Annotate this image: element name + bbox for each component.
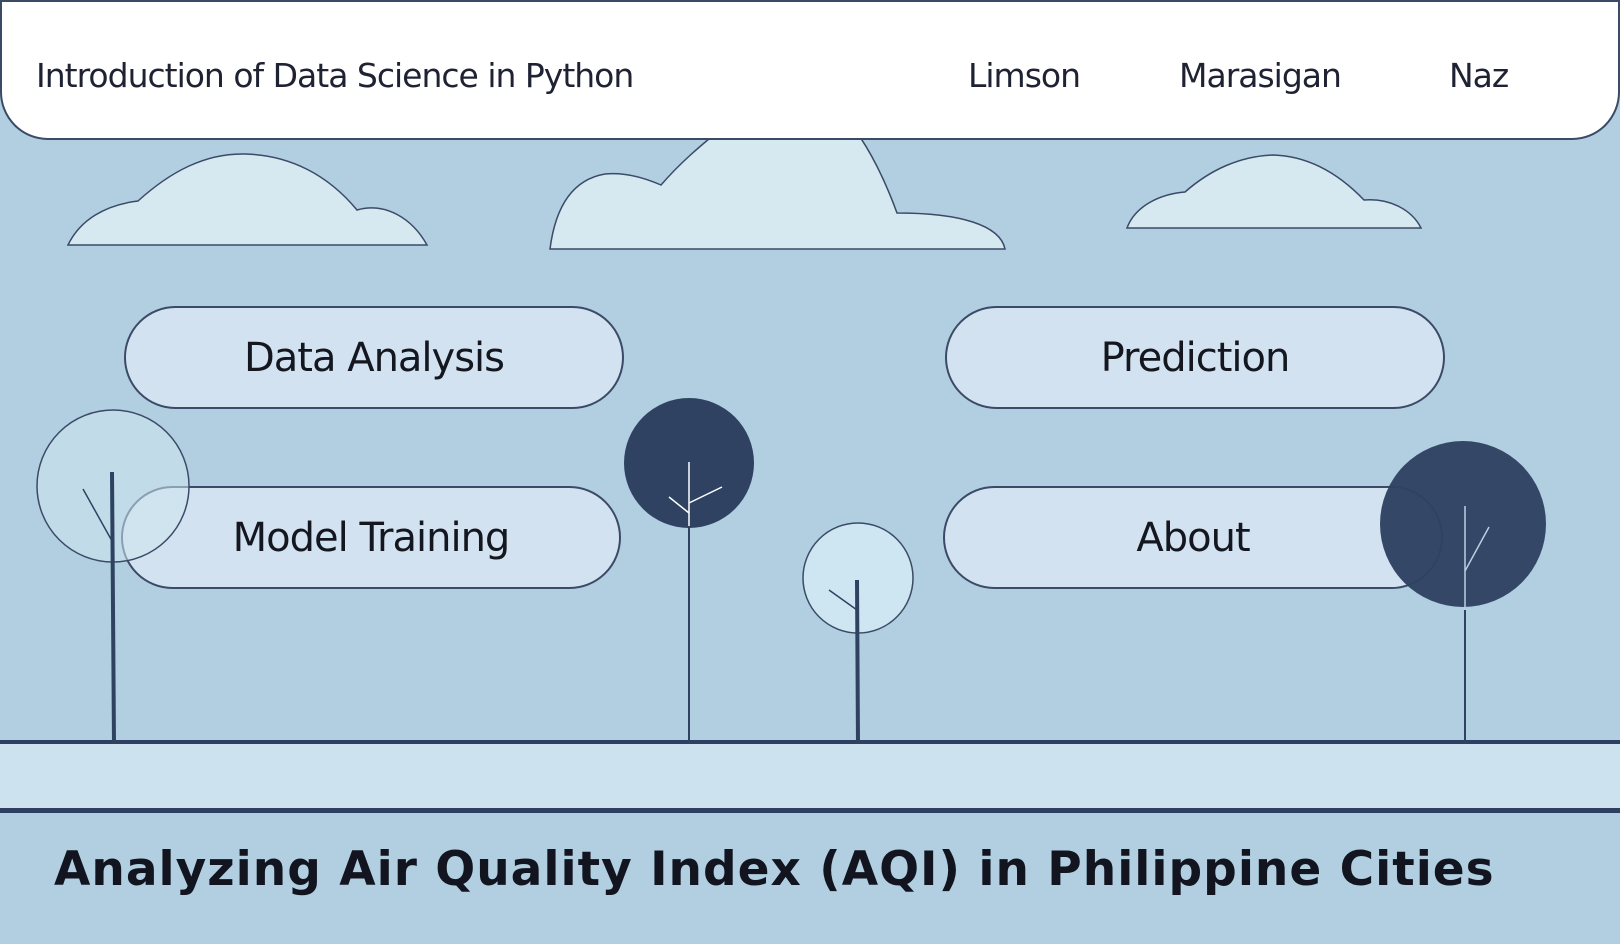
data-analysis-button[interactable]: Data Analysis <box>124 306 624 409</box>
cloud-icon <box>66 153 429 246</box>
model-training-button[interactable]: Model Training <box>121 486 621 589</box>
author-marasigan: Marasigan <box>1179 56 1342 95</box>
about-button[interactable]: About <box>943 486 1443 589</box>
top-header: Introduction of Data Science in Python L… <box>0 0 1620 140</box>
course-title: Introduction of Data Science in Python <box>36 56 634 95</box>
ground-strip <box>0 740 1620 813</box>
page-title: Analyzing Air Quality Index (AQI) in Phi… <box>54 842 1495 897</box>
cloud-icon <box>1125 154 1423 229</box>
author-naz: Naz <box>1449 56 1509 95</box>
prediction-button[interactable]: Prediction <box>945 306 1445 409</box>
cloud-icon <box>549 129 1006 250</box>
author-limson: Limson <box>968 56 1081 95</box>
